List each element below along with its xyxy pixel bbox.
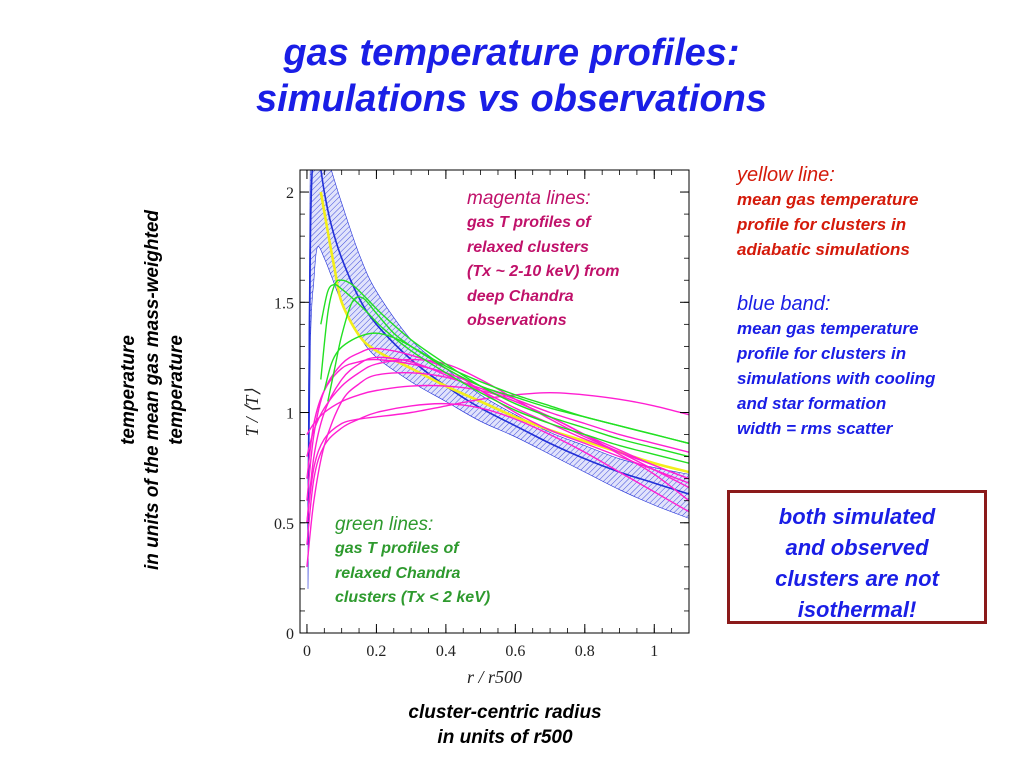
title-line-1: gas temperature profiles:: [283, 32, 740, 74]
plot-background: [300, 170, 689, 633]
green-note-heading: green lines:: [335, 514, 434, 535]
slide-title: gas temperature profiles: simulations vs…: [0, 30, 1023, 122]
blue-band-mean-line: [307, 170, 689, 545]
y-tick-label: 0.5: [274, 516, 294, 533]
callout-line: both simulated: [778, 504, 936, 529]
yellow-note-heading: yellow line:: [737, 164, 835, 186]
green-profile-line: [320, 283, 689, 464]
blue-note-line: mean gas temperature: [737, 319, 919, 338]
blue-band-scatter: [307, 170, 689, 589]
temperature-profile-chart: 0 0.2 0.4 0.6 0.8 1 0 0.5 1 1.5 2 r / r500 T / ⟨T⟩: [242, 169, 690, 687]
conclusion-callout-box: both simulated and observed clusters are…: [727, 490, 987, 624]
y-tick-label: 2: [286, 185, 294, 202]
magenta-profile-line: [306, 384, 689, 480]
magenta-note-line: (Tx ~ 2-10 keV) from: [467, 263, 620, 280]
yellow-note-line: adiabatic simulations: [737, 240, 910, 259]
inner-x-axis-label: r / r500: [467, 667, 522, 687]
callout-line: clusters are not: [775, 566, 939, 591]
outer-x-axis-label: cluster-centric radius in units of r500: [300, 700, 710, 750]
magenta-note-line: deep Chandra: [467, 287, 574, 305]
green-profile-line: [320, 279, 689, 458]
magenta-profile-line: [306, 372, 689, 567]
yellow-note-line: profile for clusters in: [737, 215, 907, 234]
x-tick-label: 0.6: [505, 643, 525, 660]
ylabel-line-3: temperature: [166, 335, 187, 445]
magenta-note-heading: magenta lines:: [467, 188, 591, 209]
inner-y-axis-label: T / ⟨T⟩: [242, 389, 262, 437]
magenta-lines-note: magenta lines: gas T profiles of relaxed…: [467, 187, 620, 334]
callout-line: isothermal!: [797, 597, 917, 622]
x-tick-label: 1: [650, 643, 658, 660]
ylabel-line-2: in units of the mean gas mass-weighted: [142, 210, 163, 571]
blue-band-note: blue band: mean gas temperature profile …: [737, 292, 935, 441]
magenta-note-line: relaxed clusters: [467, 238, 589, 256]
x-tick-label: 0.2: [366, 643, 386, 660]
xlabel-line-1: cluster-centric radius: [408, 702, 602, 723]
y-tick-label: 1: [286, 406, 294, 423]
x-tick-label: 0.4: [436, 643, 456, 660]
blue-note-line: profile for clusters in: [737, 344, 907, 363]
blue-note-line: width = rms scatter: [737, 419, 893, 438]
blue-note-line: simulations with cooling: [737, 369, 936, 388]
magenta-profile-line: [306, 402, 689, 545]
blue-note-heading: blue band:: [737, 293, 831, 315]
y-tick-label: 1.5: [274, 295, 294, 312]
plot-frame: [299, 169, 690, 634]
title-line-2: simulations vs observations: [255, 78, 768, 120]
green-note-line: gas T profiles of: [335, 540, 459, 557]
x-tick-label: 0.8: [575, 643, 595, 660]
green-note-line: relaxed Chandra: [335, 564, 461, 582]
magenta-note-line: gas T profiles of: [467, 214, 591, 231]
ylabel-line-1: temperature: [118, 335, 139, 445]
outer-y-axis-label: temperature in units of the mean gas mas…: [117, 155, 189, 625]
green-note-line: clusters (Tx < 2 keV): [335, 589, 491, 606]
magenta-note-line: observations: [467, 312, 567, 329]
yellow-note-line: mean gas temperature: [737, 190, 919, 209]
green-lines-note: green lines: gas T profiles of relaxed C…: [335, 513, 490, 611]
blue-note-line: and star formation: [737, 394, 887, 413]
magenta-profile-line: [306, 391, 689, 523]
x-tick-label: 0: [303, 643, 311, 660]
callout-line: and observed: [785, 535, 929, 560]
green-profile-line: [327, 296, 689, 445]
yellow-line-note: yellow line: mean gas temperature profil…: [737, 163, 918, 262]
xlabel-line-2: in units of r500: [437, 727, 573, 748]
y-tick-label: 0: [286, 626, 294, 643]
